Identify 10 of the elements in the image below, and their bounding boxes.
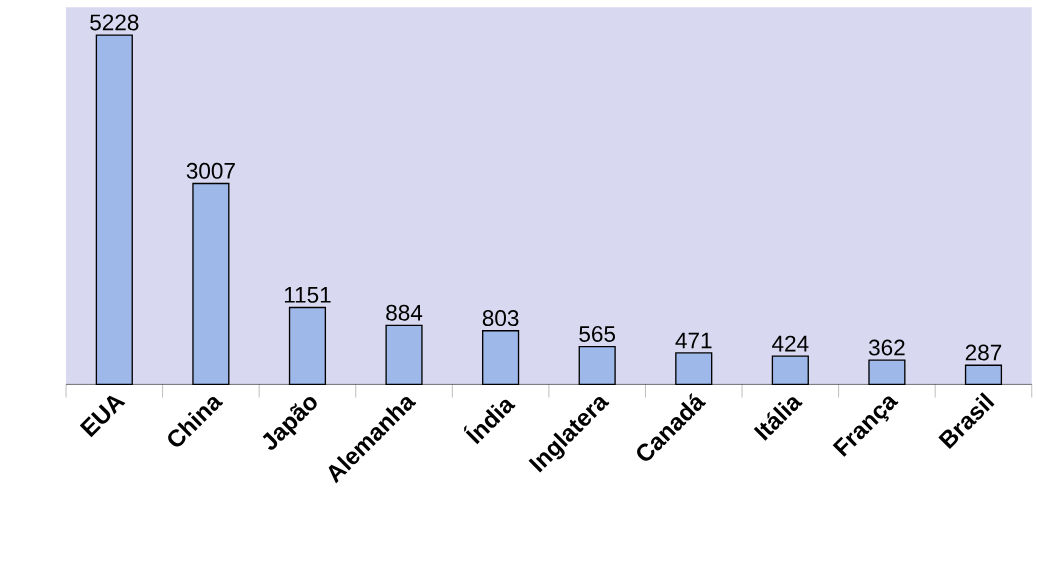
data-label: 803 [482, 310, 519, 327]
data-label: 565 [579, 326, 616, 342]
data-label: 884 [386, 304, 423, 321]
data-label: 471 [675, 332, 712, 349]
data-label: 1151 [284, 287, 331, 303]
data-label: 5228 [90, 14, 139, 31]
data-label: 287 [965, 344, 1002, 361]
data-label: 362 [868, 339, 905, 356]
data-label: 3007 [186, 162, 235, 179]
data-label: 424 [772, 335, 809, 352]
